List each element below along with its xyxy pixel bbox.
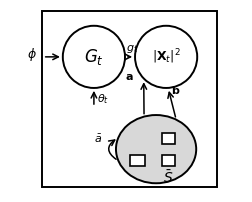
Circle shape (135, 26, 197, 88)
Text: $g_t$: $g_t$ (126, 43, 138, 55)
Bar (162, 155, 175, 166)
Circle shape (63, 26, 125, 88)
Bar (162, 133, 175, 144)
Text: $\mathbf{b}$: $\mathbf{b}$ (171, 84, 181, 96)
Text: $|\mathbf{X}_t|^2$: $|\mathbf{X}_t|^2$ (152, 47, 180, 66)
FancyArrowPatch shape (109, 140, 116, 159)
Text: $\bar{S}$: $\bar{S}$ (163, 169, 173, 186)
Text: $\mathbf{a}$: $\mathbf{a}$ (125, 72, 134, 82)
Text: $G_t$: $G_t$ (84, 47, 104, 67)
Text: $\phi$: $\phi$ (27, 46, 37, 63)
Bar (130, 155, 145, 166)
Bar (42, 11, 217, 187)
Ellipse shape (116, 115, 196, 183)
Text: $\bar{a}$: $\bar{a}$ (94, 133, 102, 145)
Text: $\theta_t$: $\theta_t$ (97, 92, 109, 106)
